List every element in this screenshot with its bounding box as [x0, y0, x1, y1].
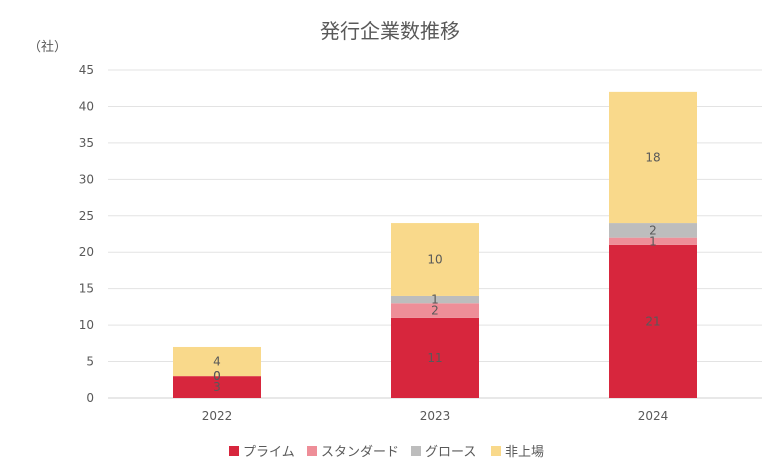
- data-label: 18: [645, 150, 660, 164]
- legend-swatch: [411, 446, 421, 456]
- bar-segment: [173, 346, 261, 377]
- data-label: 4: [213, 355, 221, 369]
- data-label: 2: [649, 223, 657, 237]
- bar-segment: [609, 244, 697, 398]
- legend-label: 非上場: [505, 445, 544, 460]
- data-label: 1: [649, 234, 657, 248]
- x-tick-label: 2022: [202, 409, 233, 423]
- y-tick-label: 30: [79, 172, 94, 186]
- x-tick-label: 2024: [638, 409, 669, 423]
- legend: プライム スタンダード グロース 非上場: [229, 445, 544, 460]
- data-label: 21: [645, 314, 660, 328]
- legend-label: プライム: [243, 445, 295, 460]
- data-label: 3: [213, 380, 221, 394]
- y-tick-label: 15: [79, 282, 94, 296]
- bar-segment: [391, 295, 479, 304]
- x-tick-label: 2023: [420, 409, 451, 423]
- data-label: 0: [213, 369, 221, 383]
- data-label: 11: [427, 351, 442, 365]
- data-label: 1: [431, 293, 439, 307]
- bars: [173, 91, 697, 398]
- legend-label: グロース: [425, 445, 476, 460]
- data-label: 2: [431, 304, 439, 318]
- legend-swatch: [229, 446, 239, 456]
- y-tick-label: 10: [79, 318, 94, 332]
- y-tick-label: 35: [79, 136, 94, 150]
- y-axis-ticks: 0 5 10 15 20 25 30 35 40 45: [79, 63, 94, 405]
- bar-segment: [609, 237, 697, 245]
- y-tick-label: 0: [86, 391, 94, 405]
- y-tick-label: 5: [86, 355, 94, 369]
- y-tick-label: 40: [79, 99, 94, 113]
- data-label: 10: [427, 253, 442, 267]
- legend-swatch: [491, 446, 501, 456]
- legend-label: スタンダード: [321, 445, 399, 460]
- chart-title: 発行企業数推移: [320, 19, 460, 43]
- bar-segment: [391, 223, 479, 296]
- y-tick-label: 45: [79, 63, 94, 77]
- bar-segment: [391, 303, 479, 318]
- y-tick-label: 25: [79, 209, 94, 223]
- data-label: 0: [213, 369, 221, 383]
- y-tick-label: 20: [79, 245, 94, 259]
- bar-segment: [173, 376, 261, 398]
- bar-segment: [391, 317, 479, 398]
- legend-swatch: [307, 446, 317, 456]
- bar-segment: [609, 223, 697, 238]
- y-axis-unit-label: （社）: [28, 39, 67, 55]
- x-axis-ticks: 2022 2023 2024: [202, 409, 669, 423]
- bar-segment: [609, 91, 697, 224]
